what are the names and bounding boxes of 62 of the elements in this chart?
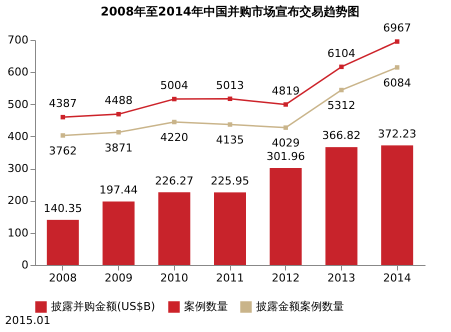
data-label: 3762 (48, 144, 77, 158)
data-label: 3871 (104, 141, 133, 154)
bar (214, 192, 246, 265)
point (116, 130, 121, 134)
point (60, 133, 66, 138)
legend-label: 案例数量 (184, 300, 228, 313)
y-tick-label: 700 (8, 34, 28, 46)
y-tick-label: 300 (8, 162, 28, 176)
data-label: 5004 (160, 79, 188, 92)
y-tick-label: 0 (22, 258, 28, 272)
y-tick-label: 500 (8, 98, 28, 111)
x-tick-label: 2013 (327, 272, 356, 284)
y-tick-label: 600 (8, 66, 28, 79)
text: 2015.01 (5, 314, 50, 327)
chart-title: 2008年至2014年中国并购市场宣布交易趋势图 (100, 4, 360, 19)
data-label: 4819 (272, 84, 300, 98)
data-label: 4220 (160, 131, 188, 144)
point (394, 65, 400, 70)
point (283, 102, 288, 107)
data-label: 4387 (48, 97, 77, 110)
point (228, 96, 232, 102)
data-label: 4135 (216, 134, 244, 147)
data-label: 372.23 (378, 127, 416, 140)
data-label: 5312 (327, 99, 356, 112)
bar (158, 192, 190, 265)
x-tick-label: 2014 (383, 272, 412, 284)
data-label: 197.44 (99, 184, 138, 197)
x-tick-label: 2012 (272, 272, 300, 284)
y-tick-label: 100 (8, 226, 28, 240)
bar (381, 145, 414, 265)
x-tick-label: 2008 (48, 272, 77, 284)
y-tick-label: 400 (8, 130, 28, 143)
bar (46, 220, 79, 265)
x-tick-label: 2009 (104, 272, 133, 284)
bar (325, 147, 358, 265)
x-tick-label: 2010 (160, 272, 188, 284)
point (172, 120, 177, 124)
data-label: 6084 (383, 76, 412, 90)
bar (102, 202, 135, 265)
point (60, 114, 66, 120)
bar (270, 168, 302, 265)
point (394, 39, 400, 44)
point (339, 64, 344, 70)
point (339, 88, 344, 92)
x-tick-label: 2011 (216, 272, 244, 284)
data-label: 140.35 (44, 202, 82, 215)
point (116, 112, 121, 116)
point (283, 125, 288, 130)
data-label: 4488 (104, 94, 133, 108)
data-label: 5013 (216, 78, 244, 92)
data-label: 6104 (327, 46, 356, 60)
data-label: 226.27 (155, 174, 194, 188)
y-tick-label: 200 (8, 194, 28, 208)
data-label: 366.82 (322, 129, 361, 142)
data-label: 301.96 (266, 150, 305, 163)
legend-label: 披露金额案例数量 (256, 300, 344, 313)
data-label: 4029 (272, 136, 300, 150)
data-label: 225.95 (210, 174, 250, 188)
point (172, 96, 177, 102)
point (228, 122, 232, 127)
data-label: 6967 (383, 22, 412, 35)
legend-label: 披露并购金额(US$B) (51, 300, 156, 313)
